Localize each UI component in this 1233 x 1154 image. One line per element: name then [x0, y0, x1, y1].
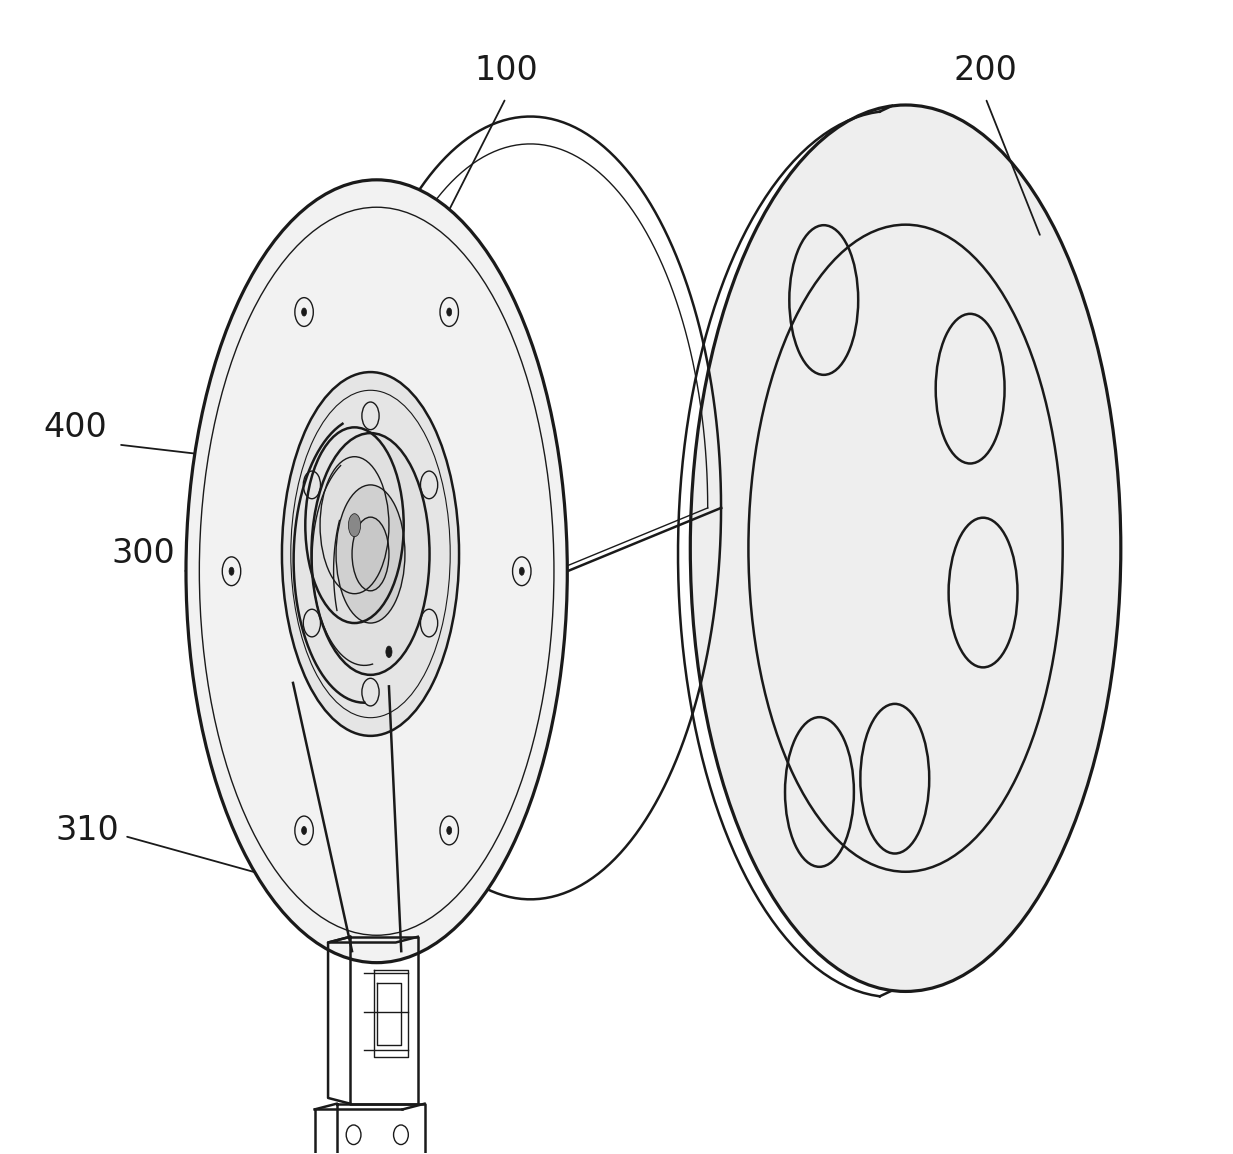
Text: 100: 100	[473, 54, 538, 87]
Ellipse shape	[229, 568, 234, 576]
Ellipse shape	[349, 514, 361, 537]
Text: 200: 200	[953, 54, 1017, 87]
Ellipse shape	[446, 826, 451, 834]
Ellipse shape	[519, 568, 524, 576]
Ellipse shape	[353, 517, 388, 591]
Ellipse shape	[282, 372, 459, 736]
Text: 310: 310	[55, 814, 120, 847]
Ellipse shape	[446, 308, 451, 316]
Text: 300: 300	[111, 538, 175, 570]
Ellipse shape	[302, 826, 307, 834]
Ellipse shape	[312, 433, 429, 675]
Text: 400: 400	[43, 411, 107, 444]
Ellipse shape	[386, 646, 392, 658]
Ellipse shape	[337, 485, 404, 623]
Ellipse shape	[186, 180, 567, 962]
Ellipse shape	[690, 105, 1121, 991]
Ellipse shape	[302, 308, 307, 316]
